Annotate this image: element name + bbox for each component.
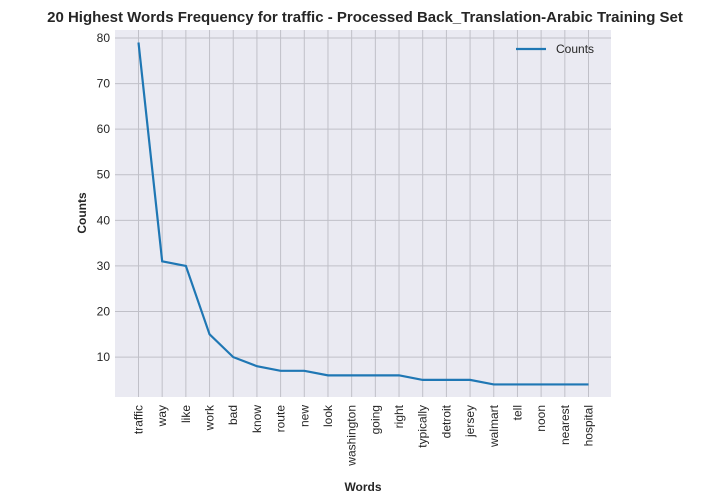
x-tick-label: way [155,405,169,427]
legend: Counts [516,42,594,56]
x-tick-label: washington [345,405,359,467]
x-tick-label: route [274,405,288,433]
y-tick-label: 50 [97,168,111,182]
y-axis-ticks: 10 20 30 40 50 60 70 80 [97,31,111,364]
x-tick-label: bad [226,405,240,425]
plot-area [115,30,611,397]
y-tick-label: 70 [97,77,111,91]
y-tick-label: 80 [97,31,111,45]
x-axis-label: Words [344,480,381,494]
chart-title: 20 Highest Words Frequency for traffic -… [47,9,683,26]
x-tick-label: going [368,405,382,434]
x-tick-label: look [321,404,335,427]
x-tick-label: detroit [439,404,453,438]
x-tick-label: tell [510,405,524,420]
x-tick-label: new [297,405,311,427]
x-tick-label: nearest [558,404,572,445]
y-tick-label: 60 [97,122,111,136]
y-tick-label: 30 [97,259,111,273]
x-tick-label: know [250,405,264,433]
x-tick-label: jersey [463,405,477,438]
x-tick-label: typically [416,405,430,448]
x-tick-label: hospital [582,405,596,446]
x-tick-label: traffic [132,405,146,434]
y-axis-label: Counts [75,192,89,234]
y-tick-label: 20 [97,305,111,319]
x-tick-label: walmart [487,404,501,448]
y-tick-label: 10 [97,350,111,364]
y-tick-label: 40 [97,213,111,227]
x-axis-ticks: traffic way like work bad know route new look was… [132,404,596,467]
x-tick-label: like [179,405,193,423]
grid [115,30,611,397]
legend-label-counts: Counts [556,42,594,56]
series-line-counts [137,42,589,386]
x-tick-label: work [203,404,217,431]
x-tick-label: noon [534,405,548,432]
x-tick-label: right [392,404,406,428]
